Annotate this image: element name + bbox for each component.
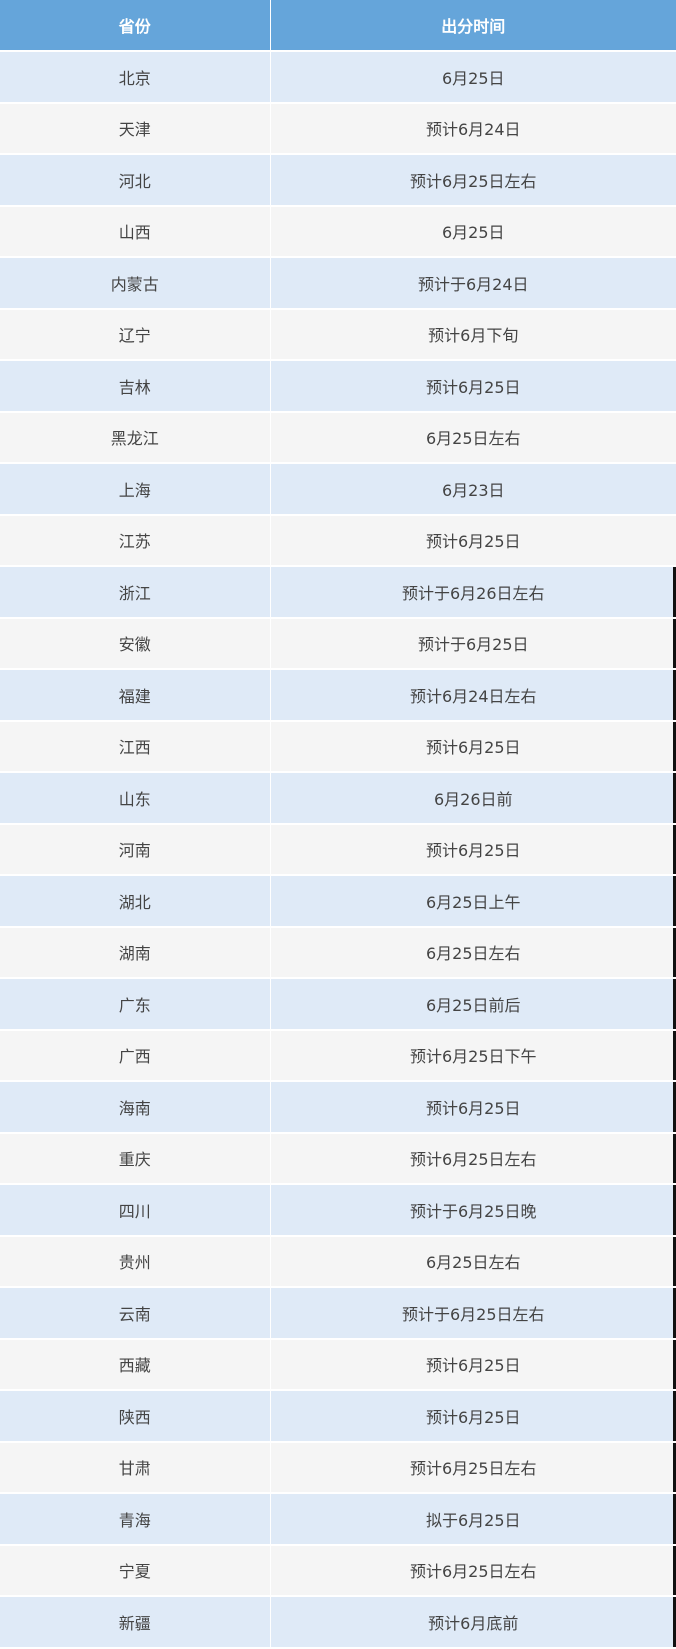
release-time-cell: 预计6月25日下午 <box>270 1029 676 1082</box>
release-time-cell: 预计6月25日 <box>270 1338 676 1391</box>
province-cell: 广东 <box>0 978 271 1031</box>
release-time-cell: 预计6月25日左右 <box>270 154 676 207</box>
province-cell: 甘肃 <box>0 1441 271 1494</box>
release-time-cell: 预计6月25日 <box>270 1081 676 1134</box>
header-province: 省份 <box>0 0 271 52</box>
release-time-cell: 预计于6月25日左右 <box>270 1287 676 1340</box>
province-cell: 黑龙江 <box>0 411 271 464</box>
province-cell: 内蒙古 <box>0 257 271 310</box>
province-cell: 西藏 <box>0 1338 271 1391</box>
release-time-cell: 预计6月25日 <box>270 720 676 773</box>
release-time-cell: 预计6月25日左右 <box>270 1441 676 1494</box>
table-row: 河北 预计6月25日左右 <box>0 154 676 207</box>
table-row: 吉林 预计6月25日 <box>0 360 676 413</box>
release-time-cell: 预计6月25日 <box>270 360 676 413</box>
release-time-cell: 6月23日 <box>270 463 676 516</box>
table-row: 西藏 预计6月25日 <box>0 1338 676 1391</box>
table-row: 贵州 6月25日左右 <box>0 1235 676 1288</box>
release-time-cell: 预计6月底前 <box>270 1596 676 1649</box>
table-row: 湖南 6月25日左右 <box>0 926 676 979</box>
release-time-cell: 6月25日前后 <box>270 978 676 1031</box>
province-cell: 河南 <box>0 823 271 876</box>
release-time-cell: 预计6月25日 <box>270 823 676 876</box>
header-release-time: 出分时间 <box>270 0 676 52</box>
table-row: 天津 预计6月24日 <box>0 102 676 155</box>
province-cell: 陕西 <box>0 1390 271 1443</box>
table-row: 山西 6月25日 <box>0 205 676 258</box>
release-time-cell: 6月25日 <box>270 205 676 258</box>
header-row: 省份 出分时间 <box>0 0 676 52</box>
release-time-cell: 6月25日上午 <box>270 875 676 928</box>
table-row: 内蒙古 预计于6月24日 <box>0 257 676 310</box>
province-cell: 吉林 <box>0 360 271 413</box>
province-cell: 海南 <box>0 1081 271 1134</box>
release-time-cell: 预计于6月25日晚 <box>270 1184 676 1237</box>
province-cell: 北京 <box>0 51 271 104</box>
province-cell: 重庆 <box>0 1132 271 1185</box>
province-cell: 广西 <box>0 1029 271 1082</box>
table-row: 四川 预计于6月25日晚 <box>0 1184 676 1237</box>
table-row: 安徽 预计于6月25日 <box>0 617 676 670</box>
table-row: 福建 预计6月24日左右 <box>0 669 676 722</box>
table-row: 浙江 预计于6月26日左右 <box>0 566 676 619</box>
province-cell: 福建 <box>0 669 271 722</box>
province-cell: 青海 <box>0 1493 271 1546</box>
table-row: 海南 预计6月25日 <box>0 1081 676 1134</box>
table-row: 江苏 预计6月25日 <box>0 514 676 567</box>
province-cell: 新疆 <box>0 1596 271 1649</box>
release-time-cell: 预计于6月26日左右 <box>270 566 676 619</box>
release-time-cell: 预计6月25日 <box>270 1390 676 1443</box>
table-row: 山东 6月26日前 <box>0 772 676 825</box>
table-row: 黑龙江 6月25日左右 <box>0 411 676 464</box>
table-row: 河南 预计6月25日 <box>0 823 676 876</box>
release-time-cell: 预计于6月24日 <box>270 257 676 310</box>
table-row: 江西 预计6月25日 <box>0 720 676 773</box>
province-cell: 浙江 <box>0 566 271 619</box>
release-time-cell: 预计6月25日 <box>270 514 676 567</box>
table-row: 上海 6月23日 <box>0 463 676 516</box>
release-time-cell: 预计6月24日左右 <box>270 669 676 722</box>
table-row: 新疆 预计6月底前 <box>0 1596 676 1649</box>
release-time-cell: 6月26日前 <box>270 772 676 825</box>
table-row: 甘肃 预计6月25日左右 <box>0 1441 676 1494</box>
province-cell: 辽宁 <box>0 308 271 361</box>
release-time-cell: 预计6月24日 <box>270 102 676 155</box>
release-time-cell: 6月25日 <box>270 51 676 104</box>
release-time-cell: 预计6月25日左右 <box>270 1132 676 1185</box>
table-row: 湖北 6月25日上午 <box>0 875 676 928</box>
release-time-cell: 预计6月25日左右 <box>270 1544 676 1597</box>
province-cell: 湖北 <box>0 875 271 928</box>
province-cell: 河北 <box>0 154 271 207</box>
table-row: 云南 预计于6月25日左右 <box>0 1287 676 1340</box>
table-row: 陕西 预计6月25日 <box>0 1390 676 1443</box>
province-cell: 上海 <box>0 463 271 516</box>
province-cell: 贵州 <box>0 1235 271 1288</box>
table-row: 青海 拟于6月25日 <box>0 1493 676 1546</box>
province-cell: 四川 <box>0 1184 271 1237</box>
province-cell: 江苏 <box>0 514 271 567</box>
table-row: 辽宁 预计6月下旬 <box>0 308 676 361</box>
release-time-cell: 6月25日左右 <box>270 1235 676 1288</box>
province-cell: 山东 <box>0 772 271 825</box>
release-time-cell: 6月25日左右 <box>270 926 676 979</box>
release-time-cell: 拟于6月25日 <box>270 1493 676 1546</box>
table-row: 广西 预计6月25日下午 <box>0 1029 676 1082</box>
province-cell: 山西 <box>0 205 271 258</box>
province-cell: 江西 <box>0 720 271 773</box>
table-row: 广东 6月25日前后 <box>0 978 676 1031</box>
province-cell: 安徽 <box>0 617 271 670</box>
province-cell: 宁夏 <box>0 1544 271 1597</box>
release-time-cell: 预计6月下旬 <box>270 308 676 361</box>
release-time-cell: 预计于6月25日 <box>270 617 676 670</box>
province-cell: 湖南 <box>0 926 271 979</box>
province-cell: 天津 <box>0 102 271 155</box>
province-cell: 云南 <box>0 1287 271 1340</box>
release-time-cell: 6月25日左右 <box>270 411 676 464</box>
table-row: 重庆 预计6月25日左右 <box>0 1132 676 1185</box>
table-row: 宁夏 预计6月25日左右 <box>0 1544 676 1597</box>
table-row: 北京 6月25日 <box>0 51 676 104</box>
